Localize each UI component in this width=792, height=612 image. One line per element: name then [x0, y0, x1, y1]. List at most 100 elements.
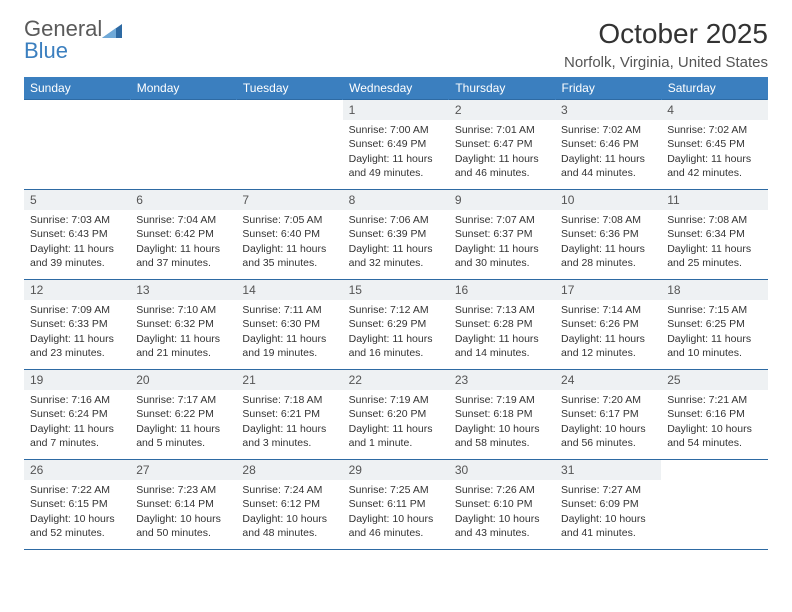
day-number: 27: [130, 460, 236, 480]
day-cell: 29 Sunrise: 7:25 AMSunset: 6:11 PMDayligh…: [343, 460, 449, 550]
day-number: 20: [130, 370, 236, 390]
day-number: 23: [449, 370, 555, 390]
day-info: Sunrise: 7:27 AMSunset: 6:09 PMDaylight:…: [561, 483, 655, 540]
day-number: 13: [130, 280, 236, 300]
day-number: 22: [343, 370, 449, 390]
brand-name: General Blue: [24, 18, 122, 62]
day-cell: 3Sunrise: 7:02 AMSunset: 6:46 PMDaylight…: [555, 100, 661, 190]
day-number: 4: [661, 100, 767, 120]
day-number: 7: [236, 190, 342, 210]
day-info: Sunrise: 7:11 AMSunset: 6:30 PMDaylight:…: [242, 303, 336, 360]
day-number: 17: [555, 280, 661, 300]
weekday-header: Sunday: [24, 77, 130, 100]
day-cell: 1 Sunrise: 7:00 AMSunset: 6:49 PMDaylight…: [343, 100, 449, 190]
day-info: Sunrise: 7:02 AMSunset: 6:45 PMDaylight:…: [667, 123, 761, 180]
day-info: Sunrise: 7:23 AMSunset: 6:14 PMDaylight:…: [136, 483, 230, 540]
day-number: 1: [343, 100, 449, 120]
day-info: Sunrise: 7:06 AMSunset: 6:39 PMDaylight:…: [349, 213, 443, 270]
day-info: Sunrise: 7:13 AMSunset: 6:28 PMDaylight:…: [455, 303, 549, 360]
day-cell: 5Sunrise: 7:03 AMSunset: 6:43 PMDaylight…: [24, 190, 130, 280]
day-number: 15: [343, 280, 449, 300]
calendar-header-row: SundayMondayTuesdayWednesdayThursdayFrid…: [24, 77, 768, 100]
day-number: 16: [449, 280, 555, 300]
day-cell: 11 Sunrise: 7:08 AMSunset: 6:34 PMDayligh…: [661, 190, 767, 280]
day-number: 26: [24, 460, 130, 480]
day-info: Sunrise: 7:22 AMSunset: 6:15 PMDaylight:…: [30, 483, 124, 540]
brand-logo: General Blue: [24, 18, 122, 62]
weekday-header: Monday: [130, 77, 236, 100]
day-info: Sunrise: 7:01 AMSunset: 6:47 PMDaylight:…: [455, 123, 549, 180]
day-number: 12: [24, 280, 130, 300]
day-cell: 26 Sunrise: 7:22 AMSunset: 6:15 PMDayligh…: [24, 460, 130, 550]
day-cell: 4 Sunrise: 7:02 AMSunset: 6:45 PMDaylight…: [661, 100, 767, 190]
day-number: 21: [236, 370, 342, 390]
day-info: Sunrise: 7:17 AMSunset: 6:22 PMDaylight:…: [136, 393, 230, 450]
day-info: Sunrise: 7:16 AMSunset: 6:24 PMDaylight:…: [30, 393, 124, 450]
day-info: Sunrise: 7:24 AMSunset: 6:12 PMDaylight:…: [242, 483, 336, 540]
day-number: 30: [449, 460, 555, 480]
day-cell: 30 Sunrise: 7:26 AMSunset: 6:10 PMDayligh…: [449, 460, 555, 550]
day-cell: 14 Sunrise: 7:11 AMSunset: 6:30 PMDayligh…: [236, 280, 342, 370]
day-info: Sunrise: 7:26 AMSunset: 6:10 PMDaylight:…: [455, 483, 549, 540]
weekday-header: Wednesday: [343, 77, 449, 100]
day-info: Sunrise: 7:25 AMSunset: 6:11 PMDaylight:…: [349, 483, 443, 540]
day-info: Sunrise: 7:12 AMSunset: 6:29 PMDaylight:…: [349, 303, 443, 360]
day-cell: 28 Sunrise: 7:24 AMSunset: 6:12 PMDayligh…: [236, 460, 342, 550]
day-info: Sunrise: 7:08 AMSunset: 6:36 PMDaylight:…: [561, 213, 655, 270]
day-cell: 18 Sunrise: 7:15 AMSunset: 6:25 PMDayligh…: [661, 280, 767, 370]
day-cell: 27 Sunrise: 7:23 AMSunset: 6:14 PMDayligh…: [130, 460, 236, 550]
day-cell: 12 Sunrise: 7:09 AMSunset: 6:33 PMDayligh…: [24, 280, 130, 370]
day-info: Sunrise: 7:08 AMSunset: 6:34 PMDaylight:…: [667, 213, 761, 270]
day-info: Sunrise: 7:09 AMSunset: 6:33 PMDaylight:…: [30, 303, 124, 360]
day-info: Sunrise: 7:20 AMSunset: 6:17 PMDaylight:…: [561, 393, 655, 450]
day-cell: 13 Sunrise: 7:10 AMSunset: 6:32 PMDayligh…: [130, 280, 236, 370]
day-number: 6: [130, 190, 236, 210]
day-number: 31: [555, 460, 661, 480]
day-info: Sunrise: 7:15 AMSunset: 6:25 PMDaylight:…: [667, 303, 761, 360]
day-info: Sunrise: 7:04 AMSunset: 6:42 PMDaylight:…: [136, 213, 230, 270]
empty-cell: [24, 100, 130, 190]
location-subtitle: Norfolk, Virginia, United States: [564, 54, 768, 71]
day-info: Sunrise: 7:02 AMSunset: 6:46 PMDaylight:…: [561, 123, 655, 180]
weekday-header: Saturday: [661, 77, 767, 100]
calendar-body: 1 Sunrise: 7:00 AMSunset: 6:49 PMDaylight…: [24, 100, 768, 550]
day-info: Sunrise: 7:19 AMSunset: 6:18 PMDaylight:…: [455, 393, 549, 450]
day-info: Sunrise: 7:03 AMSunset: 6:43 PMDaylight:…: [30, 213, 124, 270]
day-cell: 10 Sunrise: 7:08 AMSunset: 6:36 PMDayligh…: [555, 190, 661, 280]
day-number: 29: [343, 460, 449, 480]
day-number: 11: [661, 190, 767, 210]
day-cell: 8Sunrise: 7:06 AMSunset: 6:39 PMDaylight…: [343, 190, 449, 280]
weekday-header: Friday: [555, 77, 661, 100]
day-info: Sunrise: 7:05 AMSunset: 6:40 PMDaylight:…: [242, 213, 336, 270]
month-title: October 2025: [564, 18, 768, 50]
day-info: Sunrise: 7:10 AMSunset: 6:32 PMDaylight:…: [136, 303, 230, 360]
day-cell: 17 Sunrise: 7:14 AMSunset: 6:26 PMDayligh…: [555, 280, 661, 370]
logo-triangle-icon: [102, 22, 122, 38]
day-number: 2: [449, 100, 555, 120]
day-cell: 31 Sunrise: 7:27 AMSunset: 6:09 PMDayligh…: [555, 460, 661, 550]
empty-cell: [236, 100, 342, 190]
day-number: 10: [555, 190, 661, 210]
day-cell: 25Sunrise: 7:21 AMSunset: 6:16 PMDayligh…: [661, 370, 767, 460]
day-cell: 20 Sunrise: 7:17 AMSunset: 6:22 PMDayligh…: [130, 370, 236, 460]
day-number: 28: [236, 460, 342, 480]
day-cell: 21Sunrise: 7:18 AMSunset: 6:21 PMDayligh…: [236, 370, 342, 460]
day-info: Sunrise: 7:14 AMSunset: 6:26 PMDaylight:…: [561, 303, 655, 360]
weekday-header: Tuesday: [236, 77, 342, 100]
day-cell: 24Sunrise: 7:20 AMSunset: 6:17 PMDayligh…: [555, 370, 661, 460]
day-number: 9: [449, 190, 555, 210]
day-number: 18: [661, 280, 767, 300]
calendar-page: General Blue October 2025 Norfolk, Virgi…: [0, 0, 792, 568]
day-info: Sunrise: 7:19 AMSunset: 6:20 PMDaylight:…: [349, 393, 443, 450]
day-number: 14: [236, 280, 342, 300]
brand-word-2: Blue: [24, 38, 68, 63]
day-cell: 9Sunrise: 7:07 AMSunset: 6:37 PMDaylight…: [449, 190, 555, 280]
weekday-header: Thursday: [449, 77, 555, 100]
day-cell: 23 Sunrise: 7:19 AMSunset: 6:18 PMDayligh…: [449, 370, 555, 460]
title-block: October 2025 Norfolk, Virginia, United S…: [564, 18, 768, 71]
day-info: Sunrise: 7:21 AMSunset: 6:16 PMDaylight:…: [667, 393, 761, 450]
empty-cell: [661, 460, 767, 550]
day-cell: 22 Sunrise: 7:19 AMSunset: 6:20 PMDayligh…: [343, 370, 449, 460]
page-header: General Blue October 2025 Norfolk, Virgi…: [24, 18, 768, 71]
day-info: Sunrise: 7:00 AMSunset: 6:49 PMDaylight:…: [349, 123, 443, 180]
